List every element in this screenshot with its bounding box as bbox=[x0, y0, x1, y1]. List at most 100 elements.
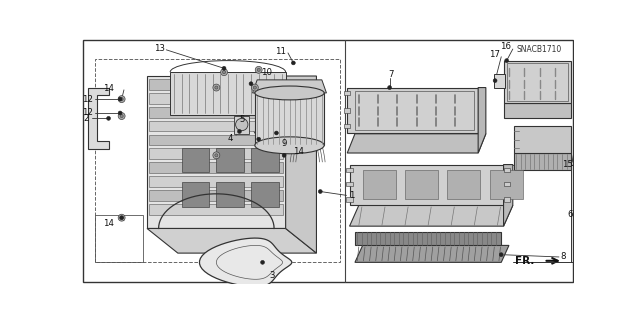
Circle shape bbox=[257, 68, 260, 71]
Polygon shape bbox=[182, 148, 209, 172]
Circle shape bbox=[118, 113, 125, 120]
Text: 10: 10 bbox=[261, 69, 272, 78]
Text: 9: 9 bbox=[282, 138, 287, 147]
Polygon shape bbox=[348, 134, 486, 153]
Circle shape bbox=[275, 131, 278, 135]
Circle shape bbox=[215, 86, 218, 89]
Text: 7: 7 bbox=[388, 70, 394, 79]
Text: 15: 15 bbox=[562, 160, 573, 169]
Circle shape bbox=[236, 118, 248, 131]
Polygon shape bbox=[182, 182, 209, 207]
Polygon shape bbox=[490, 170, 523, 199]
Circle shape bbox=[120, 216, 124, 219]
Polygon shape bbox=[149, 162, 284, 173]
Text: 16: 16 bbox=[500, 42, 511, 51]
Polygon shape bbox=[346, 197, 353, 202]
Circle shape bbox=[499, 253, 503, 256]
Polygon shape bbox=[515, 126, 570, 153]
Polygon shape bbox=[515, 153, 570, 170]
Polygon shape bbox=[346, 168, 353, 172]
Polygon shape bbox=[255, 93, 324, 145]
Circle shape bbox=[257, 137, 260, 141]
Polygon shape bbox=[149, 204, 284, 215]
Polygon shape bbox=[349, 165, 504, 204]
Polygon shape bbox=[504, 61, 570, 103]
Polygon shape bbox=[88, 87, 109, 149]
Circle shape bbox=[318, 189, 322, 193]
Circle shape bbox=[118, 97, 122, 101]
Circle shape bbox=[493, 79, 497, 83]
Circle shape bbox=[282, 153, 286, 157]
Text: 6: 6 bbox=[568, 210, 573, 219]
Circle shape bbox=[213, 84, 220, 91]
Circle shape bbox=[120, 98, 123, 101]
Polygon shape bbox=[149, 135, 284, 145]
Polygon shape bbox=[83, 40, 573, 282]
Circle shape bbox=[253, 86, 257, 89]
Polygon shape bbox=[493, 74, 505, 87]
Polygon shape bbox=[216, 148, 244, 172]
Text: 11: 11 bbox=[275, 47, 287, 56]
Polygon shape bbox=[149, 176, 284, 187]
Text: 8: 8 bbox=[561, 252, 566, 262]
Polygon shape bbox=[149, 190, 284, 201]
Circle shape bbox=[120, 115, 123, 118]
Text: 5: 5 bbox=[239, 115, 245, 124]
Polygon shape bbox=[251, 148, 279, 172]
Text: SNACB1710: SNACB1710 bbox=[516, 45, 562, 54]
Circle shape bbox=[215, 154, 218, 157]
Ellipse shape bbox=[255, 86, 324, 100]
Text: 14: 14 bbox=[292, 147, 303, 156]
Text: 14: 14 bbox=[103, 84, 114, 93]
Circle shape bbox=[505, 59, 509, 63]
Text: 14: 14 bbox=[103, 219, 114, 227]
Text: 17: 17 bbox=[489, 50, 500, 59]
Polygon shape bbox=[149, 93, 284, 104]
Text: 4: 4 bbox=[228, 134, 234, 143]
Polygon shape bbox=[349, 205, 513, 226]
Polygon shape bbox=[200, 238, 292, 287]
Circle shape bbox=[107, 116, 111, 120]
Polygon shape bbox=[285, 76, 316, 130]
Polygon shape bbox=[348, 87, 478, 133]
Text: 1: 1 bbox=[349, 191, 355, 200]
Circle shape bbox=[118, 214, 125, 221]
Polygon shape bbox=[234, 116, 250, 134]
Polygon shape bbox=[344, 124, 349, 128]
Text: 3: 3 bbox=[269, 271, 275, 280]
Circle shape bbox=[388, 85, 392, 90]
Polygon shape bbox=[504, 103, 570, 118]
Polygon shape bbox=[147, 228, 316, 253]
Circle shape bbox=[213, 152, 220, 159]
Circle shape bbox=[221, 69, 227, 76]
Polygon shape bbox=[478, 87, 486, 153]
Polygon shape bbox=[344, 108, 349, 113]
Polygon shape bbox=[216, 182, 244, 207]
Polygon shape bbox=[253, 80, 326, 93]
Polygon shape bbox=[504, 182, 509, 186]
Circle shape bbox=[223, 70, 225, 74]
Text: 12: 12 bbox=[82, 95, 93, 104]
Ellipse shape bbox=[255, 137, 324, 154]
Polygon shape bbox=[447, 170, 481, 199]
Circle shape bbox=[291, 61, 295, 65]
Polygon shape bbox=[504, 197, 509, 202]
Polygon shape bbox=[344, 91, 349, 95]
Polygon shape bbox=[504, 168, 509, 172]
Polygon shape bbox=[170, 72, 285, 115]
Circle shape bbox=[120, 216, 123, 219]
Polygon shape bbox=[147, 76, 285, 228]
Polygon shape bbox=[285, 107, 316, 253]
Polygon shape bbox=[149, 121, 284, 131]
Polygon shape bbox=[355, 232, 501, 245]
Text: 13: 13 bbox=[154, 44, 164, 53]
Polygon shape bbox=[346, 182, 353, 186]
Polygon shape bbox=[251, 182, 279, 207]
Circle shape bbox=[118, 111, 122, 115]
Polygon shape bbox=[149, 79, 284, 90]
Circle shape bbox=[255, 66, 262, 73]
Circle shape bbox=[249, 82, 253, 85]
Circle shape bbox=[237, 130, 241, 133]
Circle shape bbox=[118, 96, 125, 103]
Polygon shape bbox=[504, 165, 513, 226]
